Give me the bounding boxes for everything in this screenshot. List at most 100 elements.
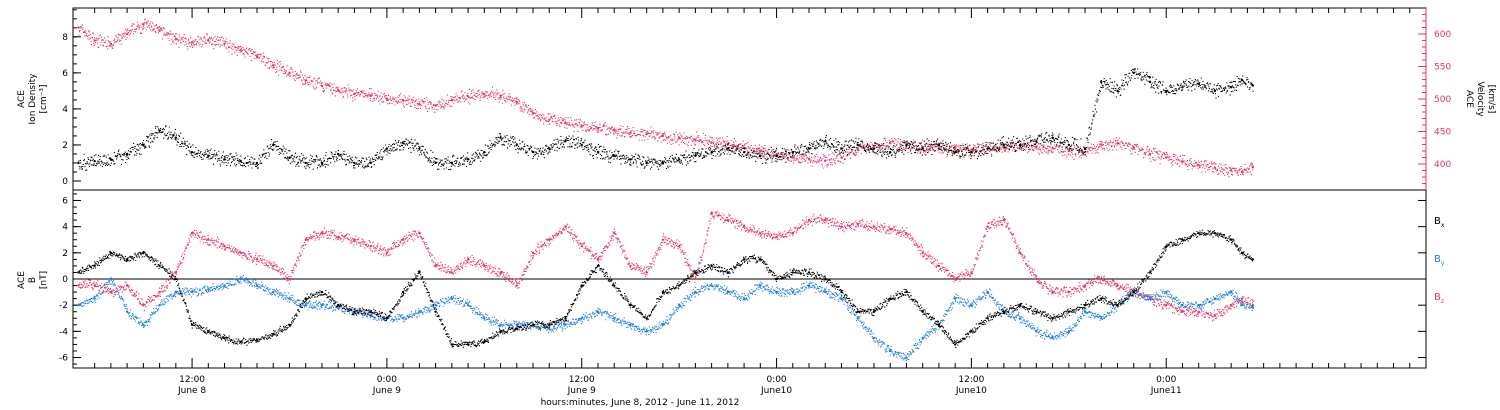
bx-point [353, 310, 356, 313]
velocity-point [239, 49, 242, 52]
velocity-point [564, 121, 567, 125]
x-tick-label-time: 0:00 [377, 375, 397, 385]
velocity-point [629, 131, 632, 134]
velocity-point [142, 23, 145, 26]
density-point [580, 143, 583, 147]
density-point [77, 161, 80, 165]
legend-by: By [1434, 254, 1445, 267]
bfield-tick-label: 6 [62, 196, 68, 206]
bz-point [1035, 277, 1038, 281]
legend-bz-sub: z [1441, 298, 1444, 305]
density-point [272, 143, 275, 147]
x-tick-label-date: June 9 [567, 386, 596, 396]
x-tick-label-time: 12:00 [569, 375, 595, 385]
velocity-cloud [78, 18, 1254, 178]
velocity-point [548, 118, 551, 122]
legend-bz: Bz [1434, 292, 1444, 305]
bz-point [840, 225, 843, 228]
by-cloud [78, 274, 1254, 362]
bz-point [483, 264, 486, 268]
x-tick-label-time: 12:00 [958, 375, 984, 385]
bx-point [564, 317, 567, 320]
bz-point [921, 251, 924, 255]
density-point [872, 147, 876, 150]
by-point [109, 277, 113, 281]
velocity-tick-label: 600 [1434, 30, 1451, 40]
density-point [288, 156, 291, 159]
velocity-point [661, 134, 665, 138]
bfield-tick-label: -6 [59, 354, 68, 364]
density-point [418, 147, 421, 150]
bfield-ylabel-unit: [nT] [39, 271, 49, 289]
bx-point [401, 290, 405, 294]
velocity-point [77, 26, 80, 29]
density-point [499, 136, 502, 139]
density-tick-label: 2 [62, 141, 68, 151]
density-ylabel-unit: [cm⁻³] [39, 84, 49, 113]
density-ylabel-ace: ACE [17, 90, 27, 108]
velocity-tick-label: 550 [1434, 63, 1451, 73]
bottom-panel-points [77, 211, 1255, 362]
bz-point [1116, 284, 1119, 287]
velocity-point [1251, 166, 1255, 169]
by-point [207, 288, 210, 291]
bx-point [953, 343, 957, 346]
top-panel-axes: 0 2 4 6 8 400 450 500 550 600 [62, 8, 1451, 190]
legend-by-sub: y [1441, 260, 1445, 267]
velocity-point [369, 94, 372, 97]
bz-point [207, 238, 210, 241]
bz-cloud [78, 211, 1254, 322]
velocity-tick-label: 400 [1434, 160, 1451, 170]
bfield-tick-label: 0 [62, 275, 68, 285]
density-tick-label: 6 [62, 69, 68, 79]
bx-point [1002, 310, 1006, 313]
density-point [807, 147, 811, 150]
bx-cloud [78, 229, 1254, 349]
x-axis-label: hours:minutes, June 8, 2012 - June 11, 2… [541, 398, 740, 408]
by-point [1240, 303, 1244, 307]
x-tick-label-date: June 9 [372, 386, 401, 396]
density-tick-label: 8 [62, 33, 68, 43]
density-point [694, 154, 697, 157]
bx-point [580, 284, 583, 287]
x-tick-label-date: June 8 [177, 386, 206, 396]
density-point [775, 154, 778, 157]
bz-point [320, 231, 324, 235]
legend-bx: Bx [1434, 216, 1445, 229]
density-point [207, 154, 210, 157]
velocity-ylabel-ace: ACE [1464, 90, 1474, 108]
bz-point [272, 264, 275, 268]
top-panel-points [77, 18, 1255, 178]
density-point [1181, 86, 1184, 89]
velocity-ylabel-name: Velocity [1475, 81, 1485, 117]
velocity-point [174, 38, 178, 41]
x-tick-label-date: June10 [955, 386, 987, 396]
density-point [1148, 80, 1152, 84]
x-tick-label-time: 0:00 [1156, 375, 1176, 385]
bfield-tick-label: 2 [62, 249, 68, 259]
bfield-tick-label: 4 [62, 223, 68, 233]
bfield-legend: Bx By Bz [1434, 216, 1445, 305]
velocity-tick-label: 450 [1434, 128, 1451, 138]
legend-bx-sub: x [1441, 222, 1445, 229]
density-ylabel-name: Ion Density [28, 73, 38, 125]
x-tick-label-date: June11 [1150, 386, 1182, 396]
velocity-point [93, 39, 96, 42]
by-point [1067, 330, 1071, 333]
density-point [125, 152, 129, 156]
velocity-point [596, 127, 600, 130]
density-tick-label: 4 [62, 105, 68, 115]
density-point [742, 150, 746, 154]
bx-point [434, 310, 437, 313]
velocity-point [1051, 147, 1054, 150]
bz-point [223, 245, 226, 248]
velocity-tick-label: 500 [1434, 95, 1451, 105]
bfield-ylabel-ace: ACE [17, 271, 27, 289]
bfield-tick-label: -4 [59, 327, 68, 337]
density-point [824, 140, 827, 143]
bz-point [1240, 297, 1244, 300]
bz-point [1100, 277, 1103, 281]
x-tick-label-date: June10 [760, 386, 792, 396]
